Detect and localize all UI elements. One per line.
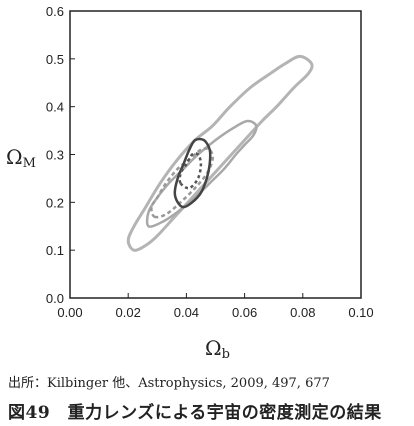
x-axis-title: Ωb xyxy=(205,336,230,362)
y-tick-label: 0.3 xyxy=(46,148,64,163)
y-axis-title: ΩM xyxy=(6,145,36,171)
contour-4 xyxy=(173,137,212,209)
y-tick-label: 0.2 xyxy=(46,195,64,210)
contour-5 xyxy=(178,152,203,190)
x-ticks: 0.00 0.02 0.04 0.06 0.08 0.10 xyxy=(57,293,374,320)
y-tick-label: 0.4 xyxy=(46,100,64,115)
contour-1 xyxy=(126,54,314,252)
x-tick-label: 0.10 xyxy=(348,305,373,320)
x-tick-label: 0.02 xyxy=(116,305,141,320)
source-note: 出所：Kilbinger 他、Astrophysics, 2009, 497, … xyxy=(8,376,330,391)
x-tick-label: 0.00 xyxy=(57,305,82,320)
x-tick-label: 0.06 xyxy=(232,305,257,320)
y-tick-label: 0.6 xyxy=(46,4,64,19)
contours xyxy=(126,54,314,252)
contour-2 xyxy=(145,119,258,228)
y-tick-label: 0.5 xyxy=(46,52,64,67)
chart: 0.00 0.02 0.04 0.06 0.08 0.10 0.0 0.1 0.2 0.3 0.4… xyxy=(6,4,374,362)
x-tick-label: 0.08 xyxy=(290,305,315,320)
y-tick-label: 0.0 xyxy=(46,291,64,306)
y-tick-label: 0.1 xyxy=(46,243,64,258)
plot-frame xyxy=(69,10,362,299)
figure-caption: 図49 重力レンズによる宇宙の密度測定の結果 xyxy=(8,403,382,423)
x-tick-label: 0.04 xyxy=(174,305,199,320)
y-ticks: 0.0 0.1 0.2 0.3 0.4 0.5 0.6 xyxy=(46,4,75,306)
contour-3 xyxy=(150,147,214,219)
